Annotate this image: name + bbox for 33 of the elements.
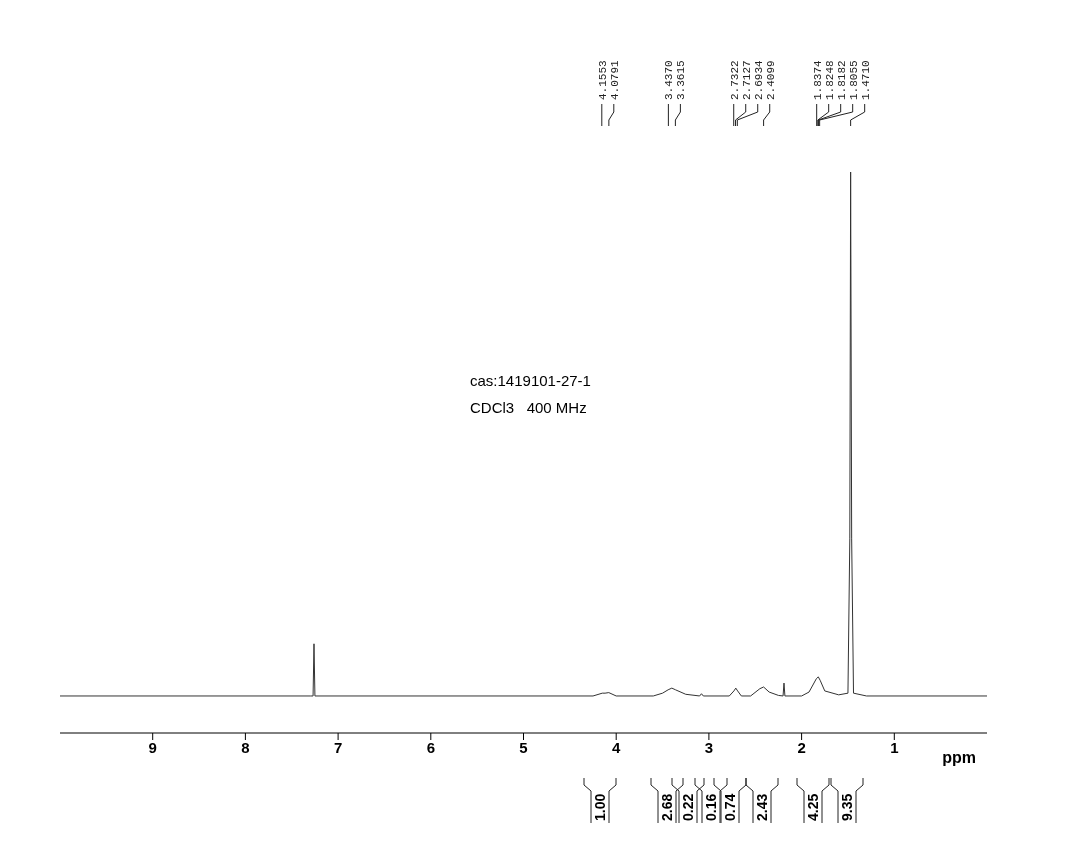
text: 9.35 <box>839 793 855 821</box>
text: 0.16 <box>703 793 719 821</box>
x-tick-label: 6 <box>426 738 435 756</box>
text: 0.22 <box>680 793 696 821</box>
x-tick-label: 3 <box>704 738 714 756</box>
annotation: 1.8374 <box>811 59 824 100</box>
x-tick-label: 5 <box>519 738 528 756</box>
annotation: 1.8182 <box>835 60 848 100</box>
x-tick-label: 8 <box>241 738 250 756</box>
x-tick-label: 4 <box>612 738 622 756</box>
text: cas:1419101-27-1 <box>470 372 591 389</box>
text: 0.74 <box>722 793 738 821</box>
x-tick-label: 1 <box>890 738 899 756</box>
annotation: 2.7127 <box>740 60 753 100</box>
text: 2.68 <box>659 793 675 821</box>
annotation: 4.1553 <box>596 60 609 100</box>
annotation: 3.4370 <box>663 60 676 100</box>
annotation: 2.7322 <box>728 60 741 100</box>
text: 2.43 <box>754 793 770 821</box>
annotation: 1.8248 <box>823 60 836 100</box>
x-tick-label: 2 <box>797 738 806 756</box>
annotation: 1.8055 <box>847 60 860 100</box>
annotation: 2.6934 <box>752 59 765 100</box>
annotation: 4.0791 <box>608 59 621 100</box>
annotation: 1.4710 <box>859 60 872 100</box>
text: 4.25 <box>805 793 821 821</box>
text: 1.00 <box>592 793 608 821</box>
text: CDCl3 400 MHz <box>470 399 587 416</box>
x-tick-label: 7 <box>333 738 343 756</box>
x-tick-label: 9 <box>148 738 157 756</box>
x-axis-title: ppm <box>942 749 977 766</box>
annotation: 3.3615 <box>675 60 688 100</box>
annotation: 2.4099 <box>764 60 777 100</box>
